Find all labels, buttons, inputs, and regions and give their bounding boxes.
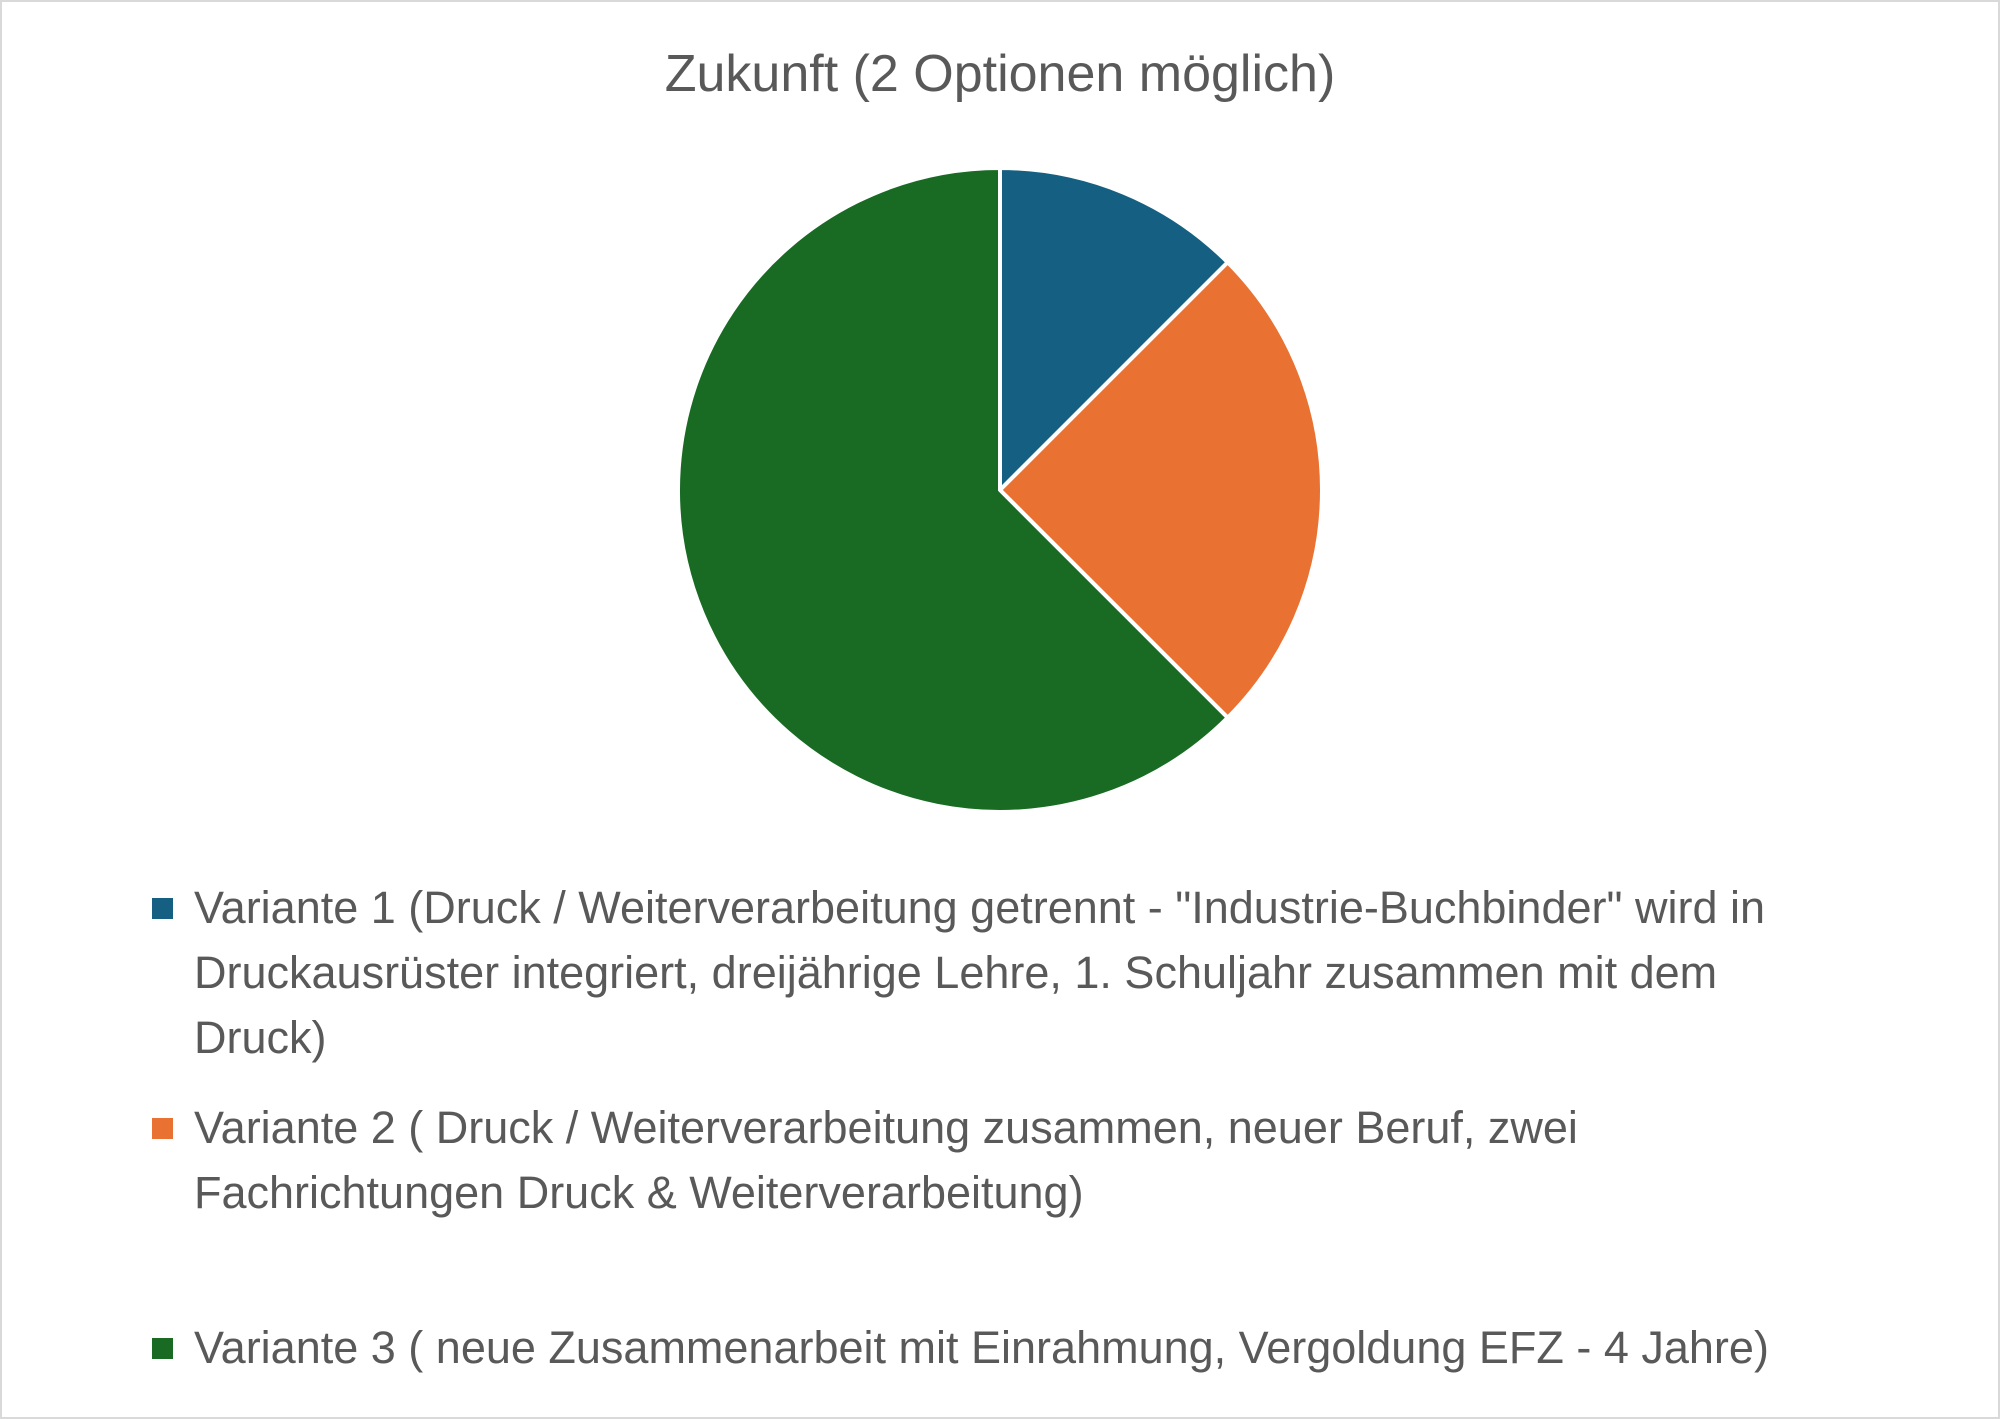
legend-label-variante-3: Variante 3 ( neue Zusammenarbeit mit Ein… (194, 1322, 1769, 1373)
pie-slice-variante-3[interactable] (676, 166, 1230, 814)
legend-swatch-variante-3 (152, 1338, 173, 1359)
legend-swatch-variante-2 (152, 1118, 173, 1139)
legend-label-variante-2: Variante 2 ( Druck / Weiterverarbeitung … (194, 1102, 1578, 1218)
pie-slice-variante-1[interactable] (998, 166, 1230, 492)
chart-title: Zukunft (2 Optionen möglich) (664, 45, 1336, 103)
pie-slice-variante-2[interactable] (998, 260, 1325, 720)
legend-swatch-variante-1 (152, 898, 173, 919)
legend-label-variante-1: Variante 1 (Druck / Weiterverarbeitung g… (194, 882, 1766, 1063)
